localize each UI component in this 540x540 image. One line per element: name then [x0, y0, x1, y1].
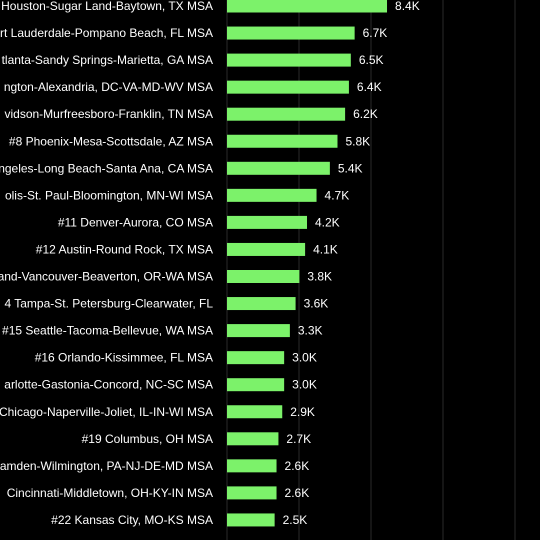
category-label: #22 Kansas City, MO-KS MSA — [51, 513, 213, 527]
category-label: #8 Phoenix-Mesa-Scottsdale, AZ MSA — [9, 134, 213, 148]
bar — [227, 188, 317, 202]
value-label: 8.4K — [395, 0, 420, 13]
bar — [227, 351, 285, 365]
bar — [227, 242, 306, 256]
category-label: amden-Wilmington, PA-NJ-DE-MD MSA — [0, 459, 213, 473]
value-label: 6.2K — [353, 107, 378, 121]
category-label: #12 Austin-Round Rock, TX MSA — [36, 242, 213, 256]
category-label: #16 Orlando-Kissimmee, FL MSA — [35, 351, 213, 365]
value-label: 3.3K — [298, 324, 323, 338]
bar — [227, 215, 308, 229]
category-label: Houston-Sugar Land-Baytown, TX MSA — [1, 0, 213, 13]
category-label: #19 Columbus, OH MSA — [82, 432, 213, 446]
bar — [227, 134, 338, 148]
bar — [227, 513, 275, 527]
value-label: 6.5K — [359, 53, 384, 67]
bar — [227, 80, 349, 94]
bar — [227, 53, 351, 67]
value-label: 6.4K — [357, 80, 382, 94]
bar — [227, 297, 296, 311]
value-label: 2.9K — [290, 405, 315, 419]
value-label: 3.0K — [292, 351, 317, 365]
value-label: 5.8K — [345, 134, 370, 148]
bar — [227, 270, 300, 283]
bar — [227, 486, 277, 500]
bar — [227, 107, 346, 121]
category-label: 4 Tampa-St. Petersburg-Clearwater, FL — [4, 297, 213, 311]
value-labels: 8.4K 6.7K 6.5K 6.4K 6.2K 5.8K 5.4K 4.7K 4.2K 4.1K… — [283, 0, 420, 527]
value-label: 2.5K — [283, 513, 308, 527]
bars — [227, 0, 388, 527]
bar — [227, 26, 355, 40]
bar — [227, 459, 277, 473]
category-labels: Houston-Sugar Land-Baytown, TX MSA rt Lau… — [0, 0, 213, 527]
value-label: 3.8K — [307, 270, 332, 284]
category-label: #15 Seattle-Tacoma-Bellevue, WA MSA — [2, 324, 213, 338]
value-label: 6.7K — [363, 26, 388, 40]
category-label: and-Vancouver-Beaverton, OR-WA MSA — [0, 270, 213, 284]
value-label: 2.6K — [285, 459, 310, 473]
value-label: 3.6K — [304, 297, 329, 311]
category-label: olis-St. Paul-Bloomington, MN-WI MSA — [5, 188, 213, 202]
value-label: 4.2K — [315, 215, 340, 229]
category-label: ngeles-Long Beach-Santa Ana, CA MSA — [0, 161, 213, 175]
bar — [227, 324, 290, 338]
value-label: 4.7K — [325, 188, 350, 202]
bar — [227, 378, 285, 392]
category-label: ngton-Alexandria, DC-VA-MD-WV MSA — [4, 80, 213, 94]
bar — [227, 0, 388, 13]
value-label: 2.7K — [286, 432, 311, 446]
category-label: rt Lauderdale-Pompano Beach, FL MSA — [0, 26, 213, 40]
category-label: Chicago-Naperville-Joliet, IL-IN-WI MSA — [0, 405, 213, 419]
value-label: 4.1K — [313, 242, 338, 256]
value-label: 5.4K — [338, 161, 363, 175]
bar — [227, 405, 283, 419]
category-label: arlotte-Gastonia-Concord, NC-SC MSA — [4, 378, 213, 392]
category-label: Cincinnati-Middletown, OH-KY-IN MSA — [7, 486, 213, 500]
bar — [227, 161, 330, 175]
category-label: vidson-Murfreesboro-Franklin, TN MSA — [4, 107, 213, 121]
value-label: 2.6K — [285, 486, 310, 500]
bar — [227, 432, 279, 446]
category-label: #11 Denver-Aurora, CO MSA — [58, 215, 213, 229]
value-label: 3.0K — [292, 378, 317, 392]
category-label: tlanta-Sandy Springs-Marietta, GA MSA — [2, 53, 213, 67]
